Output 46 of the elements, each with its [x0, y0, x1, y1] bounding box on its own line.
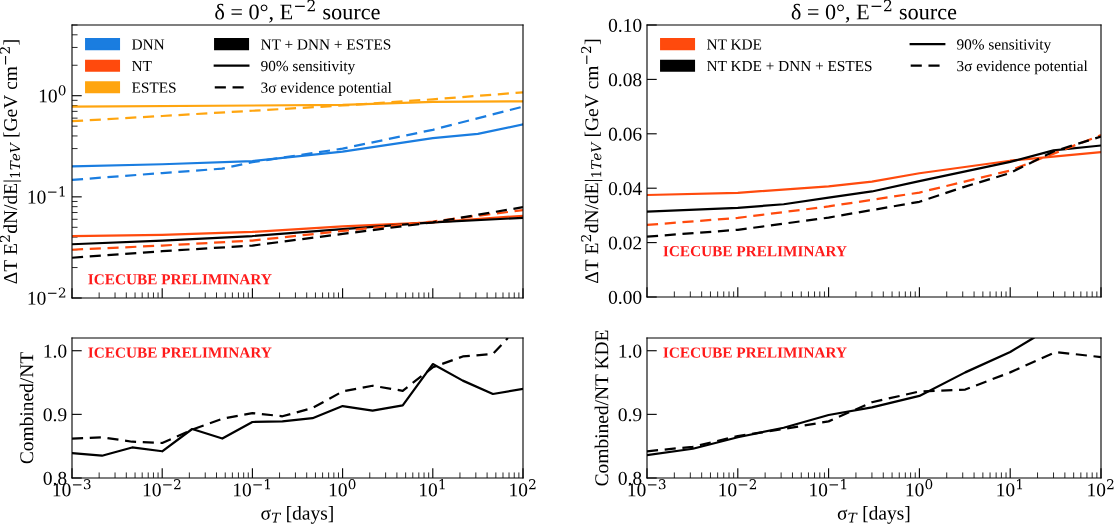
y-tick-label: 0.10	[608, 18, 642, 33]
legend-label: ESTES	[132, 82, 176, 93]
line-series	[72, 208, 523, 251]
y-tick-label: 0.04	[608, 182, 642, 196]
y-tick-label: 0.9	[618, 408, 642, 422]
legend-label: 3σ evidence potential	[261, 82, 392, 96]
y-tick-label: 0.9	[43, 408, 67, 422]
x-tick-label: 10$^{−2}$	[719, 479, 757, 497]
y-axis-title: Combined/NT	[19, 352, 34, 464]
y-tick-label: 0.02	[608, 236, 642, 250]
y-tick-label: 0.06	[608, 127, 642, 141]
legend-label: NT KDE	[707, 39, 762, 50]
legend-label: NT	[132, 61, 152, 72]
x-tick-label: 10$^{1}$	[997, 479, 1023, 497]
x-tick-label: 10$^{−1}$	[810, 479, 847, 497]
annotation: ICECUBE PRELIMINARY	[88, 274, 272, 285]
y-tick-label: 10$^{−1}$	[28, 186, 65, 204]
chart-title: δ = 0°, E$^{−2}$ source	[215, 0, 380, 23]
y-tick-label: 10$^{0}$	[39, 85, 66, 103]
x-tick-label: 10$^{2}$	[510, 479, 536, 497]
chart-title: δ = 0°, E$^{−2}$ source	[791, 0, 957, 23]
annotation: ICECUBE PRELIMINARY	[663, 347, 847, 358]
x-tick-label: 10$^{2}$	[1088, 479, 1114, 497]
x-tick-label: 10$^{1}$	[420, 479, 445, 497]
legend-label: 90% sensitivity	[261, 60, 356, 75]
legend-label: 3σ evidence potential	[957, 60, 1088, 75]
x-axis-title: σ$_{T}$ [days]	[837, 506, 910, 524]
y-tick-label: 0.08	[608, 73, 642, 87]
x-tick-label: 10$^{0}$	[906, 479, 933, 497]
y-tick-label: 10$^{−2}$	[28, 287, 66, 305]
y-axis-title: ΔT E$^{2}$dN/dE|$_{1TeV}$ [GeV cm$^{−2}$]	[580, 39, 603, 283]
y-axis-title: ΔT E$^{2}$dN/dE|$_{1TeV}$ [GeV cm$^{−2}$]	[0, 40, 22, 284]
legend-label: DNN	[132, 39, 165, 50]
annotation: ICECUBE PRELIMINARY	[663, 246, 847, 257]
x-tick-label: 10$^{−2}$	[143, 479, 181, 497]
annotation: ICECUBE PRELIMINARY	[88, 347, 272, 358]
y-tick-label: 1.0	[44, 344, 67, 358]
legend-label: NT KDE + DNN + ESTES	[707, 60, 872, 72]
x-tick-label: 10$^{0}$	[329, 479, 356, 497]
x-axis-title: σ$_{T}$ [days]	[261, 506, 333, 524]
y-axis-title: Combined/NT KDE	[594, 330, 609, 486]
legend-label: NT + DNN + ESTES	[261, 39, 391, 50]
y-tick-label: 0.00	[608, 290, 642, 305]
y-tick-label: 1.0	[619, 344, 642, 358]
x-tick-label: 10$^{−1}$	[233, 479, 271, 497]
legend-label: 90% sensitivity	[957, 39, 1052, 53]
